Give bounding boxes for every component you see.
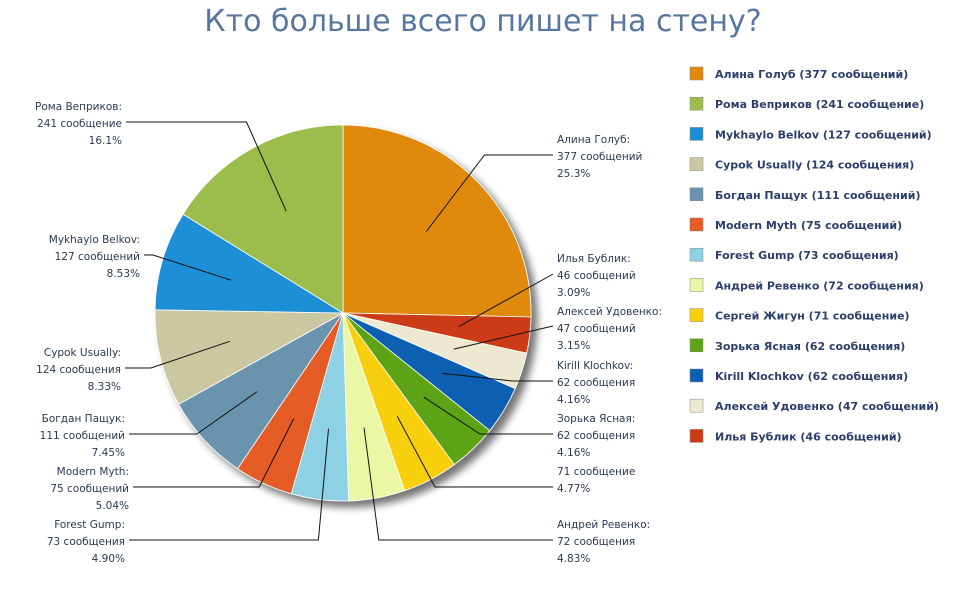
data-label-илья-бублик: Илья Бублик: 46 сообщений 3.09% — [557, 253, 636, 299]
callout-line-forest-gump — [129, 428, 329, 541]
data-label-зорька-ясная: Зорька Ясная: 62 сообщения 4.16% — [557, 413, 635, 459]
legend-swatch — [689, 308, 704, 322]
legend-swatch — [689, 127, 704, 141]
legend-item-cypok-usually: Cypok Usually (124 сообщения) — [689, 157, 914, 172]
callout-line-cypok-usually — [125, 340, 231, 369]
callout-line-андрей-ревенко — [363, 427, 553, 541]
legend-item-mykhaylo-belkov: Mykhaylo Belkov (127 сообщений) — [689, 127, 932, 141]
pie-callouts: Алина Голуб: 377 сообщений 25.3% Илья Бубли… — [35, 101, 662, 565]
legend-swatch — [689, 338, 704, 353]
legend-item-богдан-пащук: Богдан Пащук (111 сообщений) — [689, 187, 920, 202]
callout-line-mykhaylo-belkov — [144, 254, 232, 281]
legend-swatch — [689, 217, 704, 232]
legend-swatch — [689, 429, 704, 443]
legend-swatch — [689, 247, 704, 262]
legend-label: Cypok Usually (124 сообщения) — [715, 159, 914, 172]
legend-swatch — [689, 66, 704, 81]
legend-swatch — [689, 398, 704, 413]
data-label-андрей-ревенко: Андрей Ревенко: 72 сообщения 4.83% — [557, 519, 650, 565]
legend-label: Forest Gump (73 сообщения) — [715, 249, 899, 262]
legend-swatch — [689, 96, 704, 111]
pie-slices — [154, 124, 532, 502]
callout-line-зорька-ясная — [423, 396, 553, 435]
legend-item-рома-веприков: Рома Веприков (241 сообщение) — [689, 96, 924, 111]
callout-line-алина-голуб — [425, 154, 553, 232]
data-label-cypok-usually: Cypok Usually: 124 сообщения 8.33% — [36, 347, 121, 393]
legend-label: Алина Голуб (377 сообщений) — [715, 68, 908, 81]
pie-slice-рома-веприков — [182, 124, 344, 314]
pie-slice-mykhaylo-belkov — [154, 213, 345, 314]
legend-item-сергей-жигун: Сергей Жигун (71 сообщение) — [689, 308, 910, 323]
data-label-modern-myth: Modern Myth: 75 сообщений 5.04% — [50, 466, 129, 512]
legend-label: Kirill Klochkov (62 сообщения) — [715, 370, 908, 383]
legend-label: Зорька Ясная (62 сообщения) — [715, 340, 905, 353]
legend-label: Алексей Удовенко (47 сообщений) — [715, 400, 939, 413]
legend-label: Илья Бублик (46 сообщений) — [715, 430, 902, 443]
data-label-алексей-удовенко: Алексей Удовенко: 47 сообщений 3.15% — [557, 306, 662, 352]
legend-label: Рома Веприков (241 сообщение) — [715, 98, 924, 111]
callout-line-илья-бублик — [458, 273, 554, 328]
callout-line-modern-myth — [133, 418, 295, 488]
callout-line-алексей-удовенко — [453, 325, 554, 350]
legend-item-modern-myth: Modern Myth (75 сообщений) — [689, 217, 902, 232]
legend-item-зорька-ясная: Зорька Ясная (62 сообщения) — [689, 338, 905, 353]
data-label-mykhaylo-belkov: Mykhaylo Belkov: 127 сообщений 8.53% — [49, 234, 140, 280]
legend-label: Modern Myth (75 сообщений) — [715, 219, 902, 232]
legend-label: Mykhaylo Belkov (127 сообщений) — [715, 128, 932, 141]
legend-swatch — [689, 157, 704, 171]
data-label-богдан-пащук: Богдан Пащук: 111 сообщений 7.45% — [40, 413, 125, 459]
data-label-kirill-klochkov: Kirill Klochkov: 62 сообщения 4.16% — [557, 360, 635, 406]
legend-item-forest-gump: Forest Gump (73 сообщения) — [689, 247, 899, 262]
legend-swatch — [689, 368, 704, 383]
data-label-сергей-жигун: 71 сообщение 4.77% — [557, 466, 635, 495]
legend-label: Сергей Жигун (71 сообщение) — [715, 310, 910, 323]
pie-slice-алина-голуб — [342, 124, 532, 318]
legend-label: Андрей Ревенко (72 сообщения) — [715, 279, 924, 292]
callout-line-kirill-klochkov — [442, 372, 553, 382]
data-label-forest-gump: Forest Gump: 73 сообщения 4.90% — [47, 519, 125, 565]
legend-swatch — [689, 278, 704, 292]
data-label-рома-веприков: Рома Веприков: 241 сообщение 16.1% — [35, 101, 122, 147]
pie-slice-cypok-usually — [154, 309, 345, 405]
data-label-алина-голуб: Алина Голуб: 377 сообщений 25.3% — [557, 134, 642, 180]
callout-line-рома-веприков — [126, 121, 287, 212]
legend-swatch — [689, 187, 704, 202]
chart-title: Кто больше всего пишет на стену? — [204, 4, 762, 39]
legend-item-андрей-ревенко: Андрей Ревенко (72 сообщения) — [689, 278, 924, 292]
callout-line-сергей-жигун — [396, 415, 553, 488]
legend-item-алина-голуб: Алина Голуб (377 сообщений) — [689, 66, 908, 81]
legend: Алина Голуб (377 сообщений) Рома Веприков… — [689, 66, 939, 443]
legend-label: Богдан Пащук (111 сообщений) — [715, 189, 920, 202]
legend-item-алексей-удовенко: Алексей Удовенко (47 сообщений) — [689, 398, 939, 413]
callout-line-богдан-пащук — [129, 391, 258, 435]
legend-item-kirill-klochkov: Kirill Klochkov (62 сообщения) — [689, 368, 908, 383]
legend-item-илья-бублик: Илья Бублик (46 сообщений) — [689, 429, 902, 443]
